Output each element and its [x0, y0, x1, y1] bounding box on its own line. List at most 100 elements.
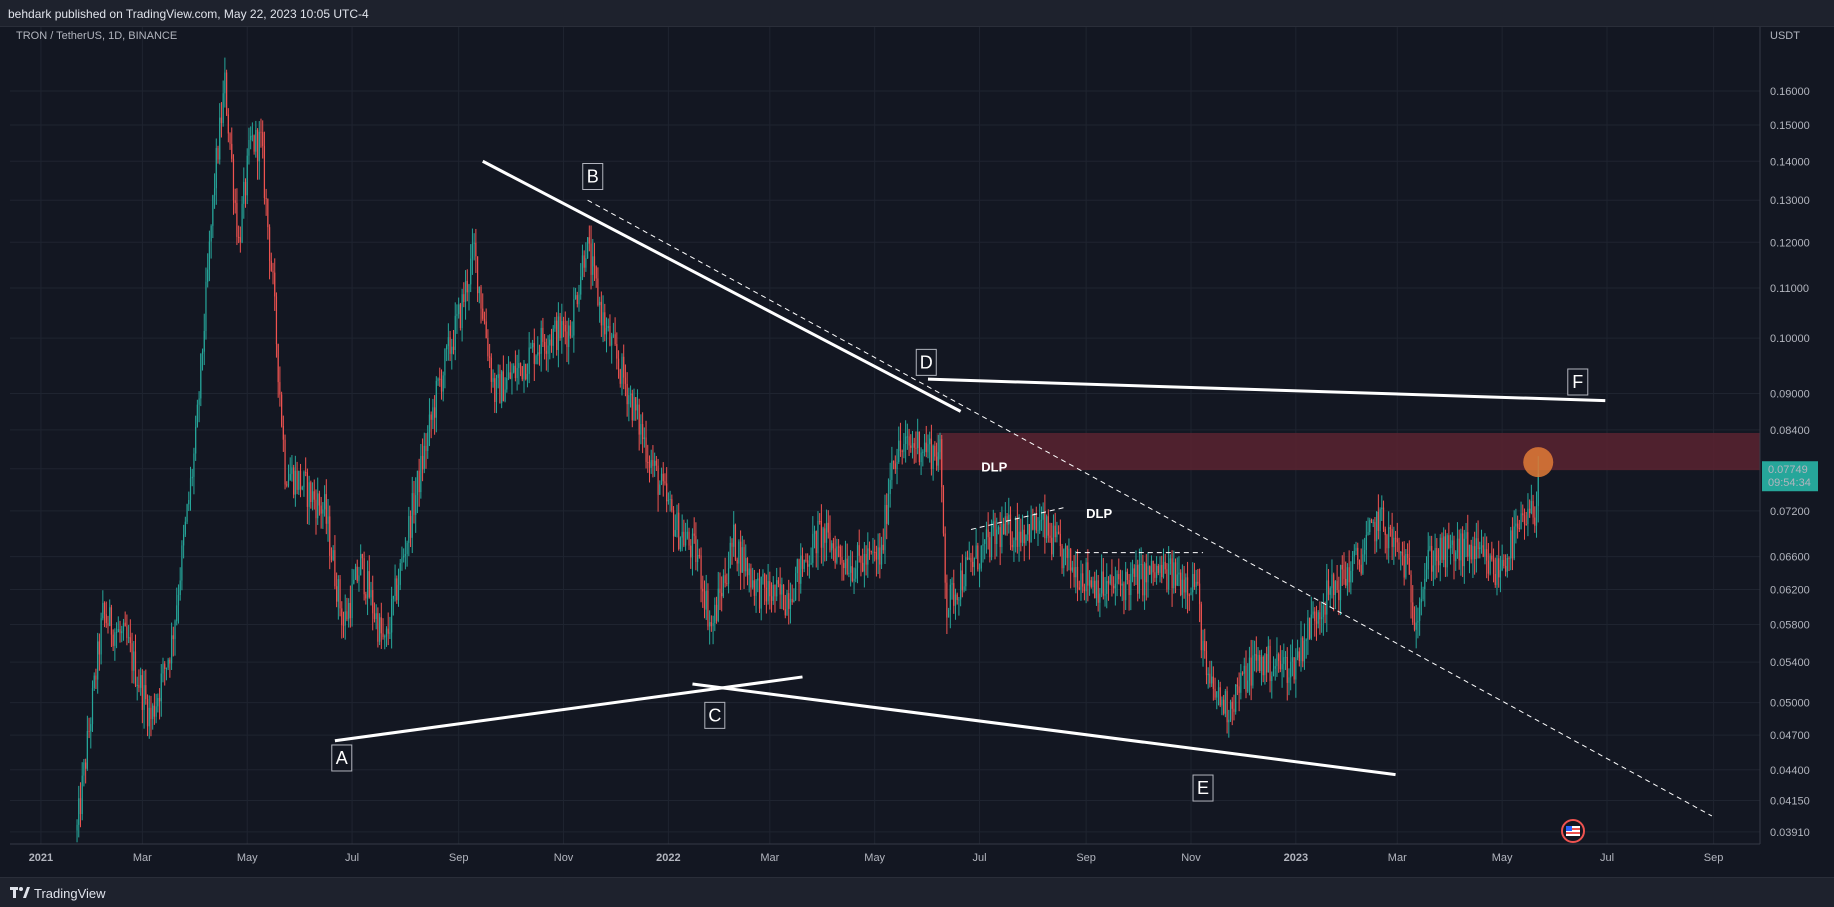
candle [196, 404, 198, 427]
candle [360, 554, 362, 576]
candle [234, 200, 236, 203]
candle [965, 557, 967, 587]
candle [714, 604, 716, 624]
candle [246, 155, 248, 196]
candle [590, 243, 592, 275]
candle [1253, 654, 1256, 656]
candle [76, 824, 78, 831]
candle [1262, 656, 1264, 676]
candle [1424, 578, 1426, 590]
candle [1094, 580, 1096, 599]
candle [600, 301, 602, 326]
candle [1097, 580, 1099, 603]
candle [867, 548, 869, 565]
candle [489, 356, 491, 358]
price-tick-label: 0.05400 [1770, 657, 1810, 669]
flag-icon[interactable] [1561, 819, 1585, 843]
trend-line-dashed[interactable] [587, 199, 1713, 817]
candle [846, 558, 848, 574]
candle [310, 482, 312, 503]
time-tick-label: May [1492, 852, 1513, 864]
trend-line[interactable] [692, 682, 1396, 777]
footer-brand[interactable]: TradingView [34, 886, 106, 901]
candle [248, 139, 250, 156]
trend-line[interactable] [482, 159, 962, 413]
candle [122, 622, 125, 632]
candle [372, 590, 374, 614]
time-tick-label: Mar [1388, 852, 1407, 864]
candle [1322, 605, 1324, 618]
candle [884, 505, 886, 551]
candle [1446, 535, 1448, 568]
trend-line[interactable] [927, 377, 1606, 403]
candle [1114, 583, 1116, 589]
trend-line-dashed[interactable] [970, 506, 1066, 530]
candle [1511, 530, 1514, 559]
candle [920, 452, 922, 463]
point-label-d: D [915, 348, 937, 376]
candle [133, 651, 135, 671]
candle [1398, 542, 1400, 554]
price-tick-label: 0.09000 [1770, 389, 1810, 401]
trend-line[interactable] [334, 675, 803, 743]
tradingview-logo-icon[interactable] [10, 886, 30, 900]
candle [844, 558, 847, 569]
candle [657, 465, 659, 495]
candle [131, 643, 133, 671]
candle [951, 583, 953, 585]
candle [978, 568, 981, 570]
candle [819, 520, 821, 522]
candle [923, 442, 926, 452]
candle [430, 414, 432, 420]
candle [368, 571, 370, 598]
candle [143, 685, 145, 710]
candle [566, 331, 568, 348]
candle [908, 436, 910, 446]
candle [1307, 617, 1309, 640]
price-chart[interactable]: A B C D E F DLP DLP TRON / TetherUS, 1D, BINANCE… [0, 27, 1834, 877]
candle [416, 470, 419, 496]
candle [377, 613, 379, 642]
candle [299, 470, 302, 490]
candle [911, 443, 914, 448]
time-tick-label: Sep [449, 852, 469, 864]
candle [652, 460, 654, 466]
time-axis[interactable]: 2021 Mar May Jul Sep Nov 2022 Mar May Jul Sep Nov 20… [10, 843, 1760, 864]
candle [353, 579, 355, 584]
candle [667, 499, 669, 502]
candle [351, 583, 353, 619]
candle [679, 537, 682, 550]
candle [262, 132, 264, 147]
candle [384, 636, 386, 638]
candle [1047, 516, 1049, 536]
candle [150, 707, 152, 720]
candle [786, 593, 788, 616]
candle [403, 555, 405, 558]
candle [1298, 651, 1300, 662]
candle [1143, 563, 1146, 596]
candle [684, 538, 687, 546]
time-tick-label: Nov [1181, 852, 1201, 864]
candle [1178, 572, 1180, 575]
candle [1202, 640, 1204, 651]
candle [461, 294, 463, 329]
candle [303, 471, 305, 488]
flag-icon-canton [1566, 826, 1572, 831]
candle [136, 684, 138, 686]
price-tick-label: 0.05800 [1770, 620, 1810, 632]
candle [569, 325, 572, 336]
candle [454, 315, 456, 351]
candle [782, 584, 785, 610]
candle [1070, 548, 1072, 571]
candle [317, 493, 319, 519]
candle [1128, 579, 1130, 596]
candle [518, 363, 520, 368]
candle [580, 276, 582, 295]
candle [659, 484, 661, 495]
price-axis[interactable]: USDT 0.16000 0.15000 0.14000 0.13000 0.12000 0… [1759, 27, 1810, 844]
candle [1157, 565, 1159, 573]
candle [129, 637, 131, 644]
candle [877, 547, 879, 560]
candle [440, 379, 443, 392]
candle [110, 607, 113, 635]
